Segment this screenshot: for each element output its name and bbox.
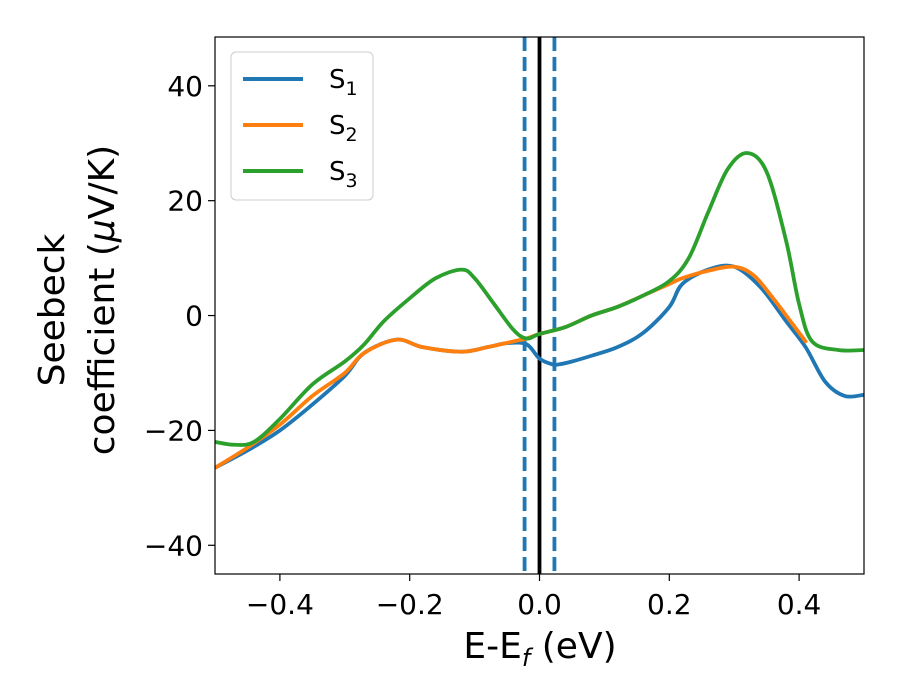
y-tick-label: 0 [185,300,203,333]
y-tick-label: 20 [167,185,203,218]
y-tick-label: −20 [144,414,203,447]
y-axis-label: Seebeck coefficient (μV/K) [32,145,123,455]
x-tick-label: 0.4 [777,588,822,621]
y-tick-label: −40 [144,529,203,562]
x-tick-label: 0.2 [647,588,692,621]
legend-label-s3: S3 [329,157,358,192]
legend-label-s1: S1 [329,65,358,100]
x-axis-label-unit: (eV) [530,626,616,667]
x-tick-label: −0.4 [246,588,314,621]
x-axis-label: E-Ef (eV) [463,626,616,672]
legend-label-s2: S2 [329,111,358,146]
y-axis-label-mu: μ [82,219,123,243]
x-axis: −0.4 −0.2 0.0 0.2 0.4 [246,574,821,621]
reference-lines [522,37,557,574]
y-axis-label-line2: coefficient (μV/K) [82,145,123,455]
y-axis-label-line1: Seebeck [32,233,73,386]
x-tick-label: −0.2 [376,588,444,621]
y-axis-label-open: ( [82,242,123,268]
series-lines [215,151,864,470]
y-axis-label-coefficient: coefficient [82,268,123,456]
legend-entries: S1 S2 S3 [243,65,358,192]
legend: S1 S2 S3 [230,51,374,201]
x-axis-label-base: E-E [463,626,521,667]
y-axis: −40 −20 0 20 40 [144,70,215,562]
series-line-s3 [215,151,864,447]
x-tick-label: 0.0 [517,588,562,621]
y-tick-label: 40 [167,70,203,103]
y-axis-label-unit: V/K) [82,145,123,219]
series-line-s2 [215,264,808,470]
plot-area [214,36,865,575]
